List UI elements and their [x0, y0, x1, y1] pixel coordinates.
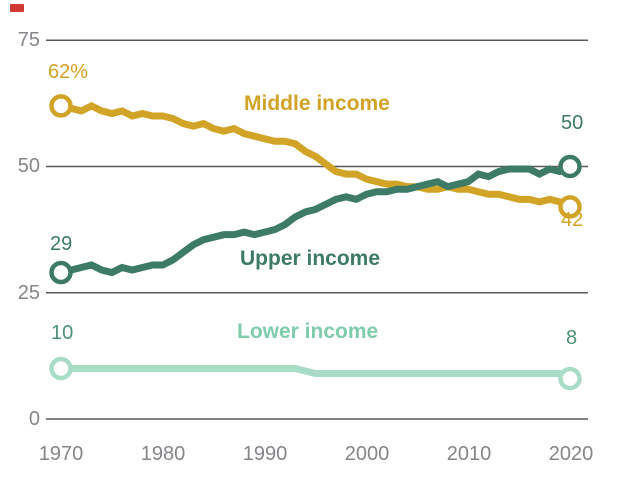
lower-income-start-marker [49, 356, 73, 381]
x-tick-1980: 1980 [140, 443, 186, 465]
red-accent-mark [10, 4, 24, 12]
upper-income-label: Upper income [240, 247, 381, 270]
middle-income-end-marker [558, 195, 582, 219]
upper-income-end-value: 50 [561, 112, 584, 134]
upper-income-start-value: 29 [50, 233, 73, 255]
x-tick-1990: 1990 [242, 443, 288, 465]
x-tick-2020: 2020 [548, 443, 594, 465]
lower-income-end-marker [558, 366, 582, 391]
lower-income-line [61, 365, 572, 382]
upper-income-line [60, 163, 572, 277]
middle-income-start-marker [49, 94, 73, 118]
y-tick-25: 25 [17, 282, 40, 304]
x-tick-2010: 2010 [446, 443, 492, 465]
x-tick-2000: 2000 [344, 443, 390, 465]
y-tick-75: 75 [17, 29, 40, 51]
lower-income-label: Lower income [237, 320, 379, 343]
middle-income-end-value: 42 [561, 209, 584, 231]
upper-income-start-marker [49, 260, 73, 285]
middle-income-start-value: 62% [48, 61, 89, 83]
lower-income-end-value: 8 [566, 327, 578, 349]
middle-income-label: Middle income [244, 92, 390, 115]
upper-income-end-marker [558, 154, 582, 179]
lower-income-start-value: 10 [51, 322, 74, 344]
y-tick-0: 0 [28, 408, 40, 430]
y-tick-50: 50 [17, 155, 40, 177]
middle-income-line [60, 101, 572, 211]
x-tick-1970: 1970 [38, 443, 84, 465]
